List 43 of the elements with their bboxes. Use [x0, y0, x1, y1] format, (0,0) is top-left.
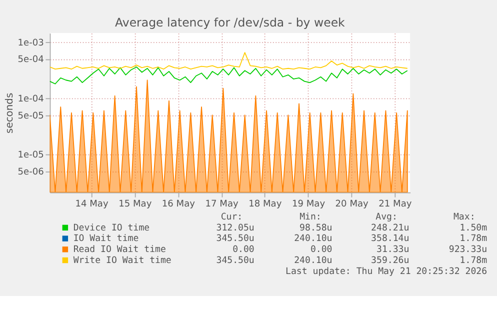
text: Avg:: [376, 212, 398, 223]
x-tick-label: 15 May: [118, 199, 152, 210]
y-axis-title: seconds: [4, 92, 16, 134]
text: 248.21u: [371, 223, 410, 234]
x-tick-label: 19 May: [292, 199, 326, 210]
text: Min:: [300, 212, 322, 223]
y-tick-label: 5e-06: [18, 167, 44, 178]
text: Max:: [453, 212, 476, 223]
text: 345.50u: [216, 256, 254, 266]
text: Last update: Thu May 21 20:25:32 2026: [286, 266, 488, 277]
x-tick-label: 17 May: [205, 199, 240, 210]
chart-title: Average latency for /dev/sda - by week: [115, 16, 346, 30]
y-tick-label: 1e-05: [18, 150, 44, 160]
text: 1.78m: [460, 256, 488, 266]
y-tick-label: 1e-03: [18, 38, 44, 48]
text: 312.05u: [216, 223, 254, 234]
legend-label: Write IO Wait time: [73, 256, 172, 266]
y-tick-label: 5e-05: [18, 111, 44, 122]
text: 1.50m: [460, 223, 488, 234]
legend-label: Device IO time: [73, 223, 150, 234]
text: 0.00: [232, 245, 254, 256]
text: 1.78m: [460, 234, 488, 244]
x-tick-label: 21 May: [378, 199, 412, 210]
line-series: [50, 52, 408, 70]
x-tick-label: 14 May: [75, 199, 109, 210]
text: 0.00: [310, 245, 332, 256]
text: 359.26u: [371, 256, 410, 266]
y-tick-label: 5e-04: [18, 55, 44, 66]
x-tick-label: 16 May: [162, 199, 196, 210]
text: 923.33u: [448, 245, 488, 256]
legend-label: IO Wait time: [73, 234, 139, 244]
text: 240.10u: [294, 234, 332, 244]
text: 345.50u: [216, 234, 254, 244]
text: 31.33u: [376, 245, 410, 256]
text: 98.58u: [300, 223, 332, 234]
x-tick-label: 18 May: [248, 199, 282, 210]
text: 240.10u: [294, 256, 332, 266]
text: 358.14u: [371, 234, 410, 244]
line-series: [50, 66, 408, 84]
y-tick-label: 1e-04: [18, 94, 44, 104]
text: Cur:: [220, 212, 243, 223]
legend-label: Read IO Wait time: [73, 245, 166, 256]
x-tick-label: 20 May: [335, 199, 370, 210]
